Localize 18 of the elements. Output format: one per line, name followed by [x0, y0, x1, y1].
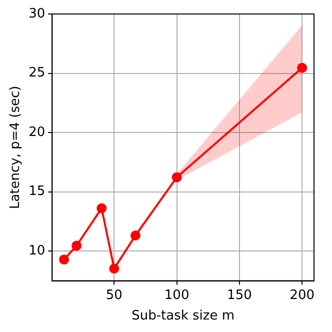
x-tick-label: 50: [106, 288, 122, 303]
point: [59, 254, 70, 265]
point: [96, 203, 107, 214]
x-tick-label: 100: [164, 288, 190, 303]
point: [72, 240, 82, 251]
point: [297, 62, 308, 73]
y-tick-label: 30: [28, 6, 46, 22]
y-axis-title: Latency, p=4 (sec): [8, 86, 24, 210]
y-tick-label: 25: [28, 66, 46, 81]
y-tick-label: 15: [28, 184, 46, 200]
point: [109, 264, 120, 274]
x-axis-title: Sub-task size m: [132, 308, 235, 324]
y-tick-label: 20: [28, 124, 46, 140]
x-tick-label: 150: [227, 288, 252, 303]
x-tick-label: 200: [290, 288, 315, 303]
y-tick-label: 10: [28, 244, 46, 259]
point: [172, 172, 182, 182]
point: [130, 230, 140, 241]
